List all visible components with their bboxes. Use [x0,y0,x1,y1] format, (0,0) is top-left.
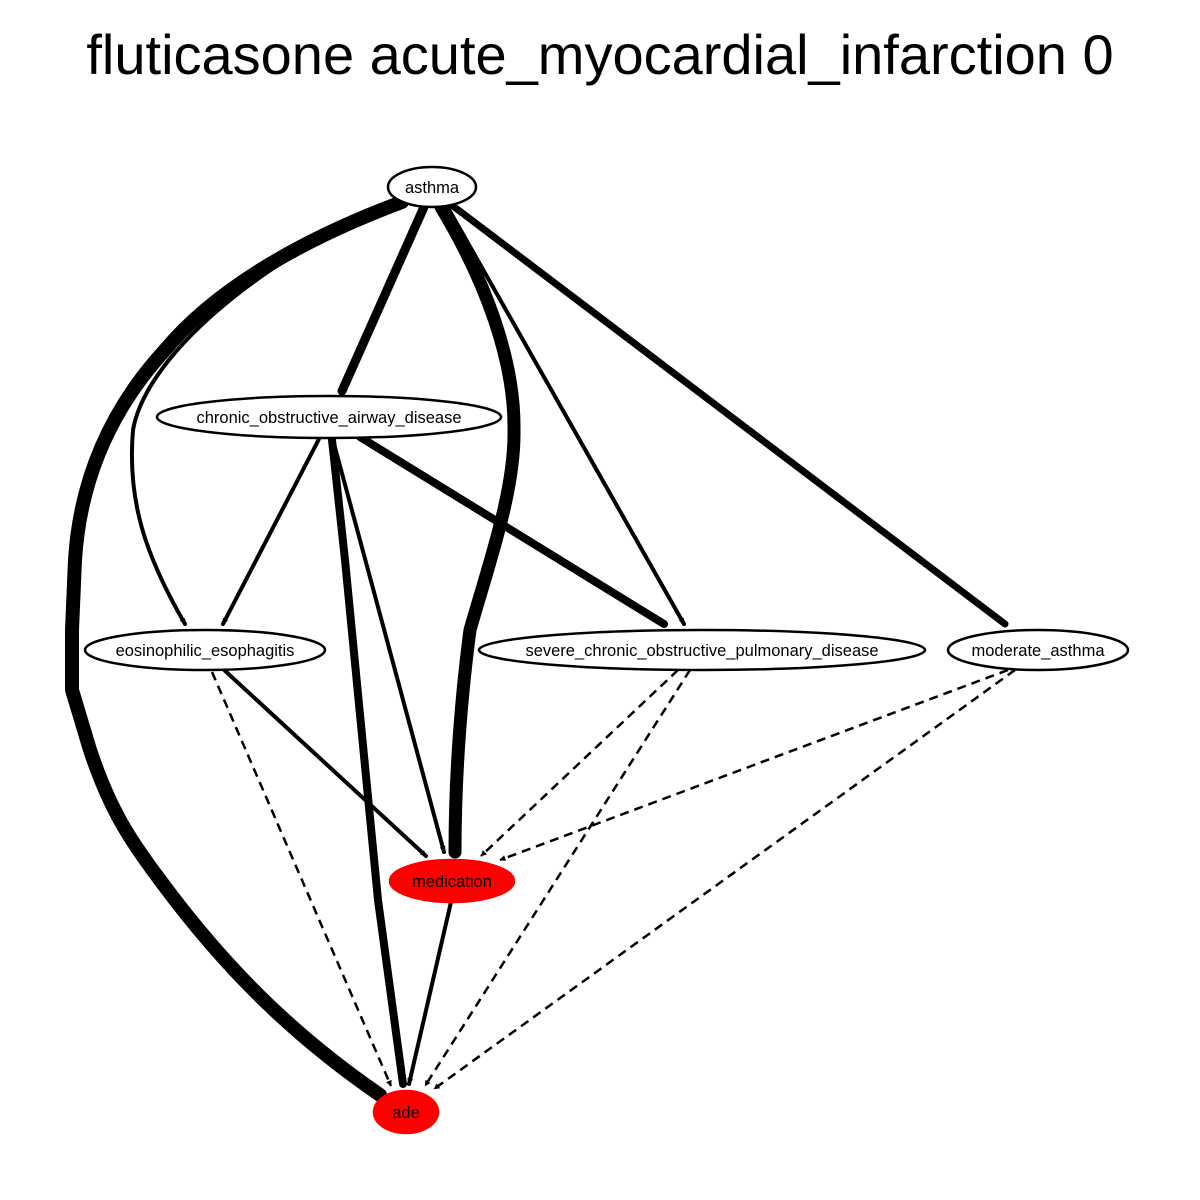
nodes-layer: asthma chronic_obstructive_airway_disease… [83,165,1130,1135]
edge-coad-to-scopd [356,433,668,628]
edges-layer [65,195,1016,1102]
edge-eos-to-ade [210,671,393,1087]
edge-eos-to-med [220,666,428,858]
edge-mod-to-med [499,668,1009,862]
node-med: medication [388,858,516,904]
node-shape-coad [155,394,503,440]
edge-asthma-to-mod [449,202,1009,628]
node-ade: ade [372,1089,440,1135]
node-coad: chronic_obstructive_airway_disease [155,394,503,440]
edge-med-to-ade [407,900,453,1086]
node-asthma: asthma [386,165,478,209]
node-shape-eos [83,628,327,672]
edge-scopd-to-ade [423,669,692,1087]
node-shape-scopd [477,628,927,672]
edge-scopd-to-med [480,669,679,857]
edge-asthma-to-ade [65,195,409,1102]
edge-asthma-to-scopd [445,204,686,626]
edge-coad-to-med [331,438,446,854]
node-shape-mod [946,628,1130,672]
edge-asthma-to-eos [129,198,400,626]
node-shape-asthma [386,165,478,209]
node-label-eos: eosinophilic_esophagitis [116,642,295,660]
node-label-ade: ade [392,1104,420,1122]
node-scopd: severe_chronic_obstructive_pulmonary_dis… [477,628,927,672]
edge-coad-to-ade [328,436,407,1088]
node-label-asthma: asthma [405,179,460,197]
edge-mod-to-ade [433,668,1016,1091]
node-shape-med [388,858,516,904]
node-mod: moderate_asthma [946,628,1130,672]
node-eos: eosinophilic_esophagitis [83,628,327,672]
node-label-coad: chronic_obstructive_airway_disease [196,409,461,427]
node-label-scopd: severe_chronic_obstructive_pulmonary_dis… [525,642,878,660]
node-label-med: medication [412,873,492,891]
node-shape-ade [372,1089,440,1135]
graph-title: fluticasone acute_myocardial_infarction … [86,23,1114,86]
edge-asthma-to-coad [337,202,429,396]
node-label-mod: moderate_asthma [972,642,1106,660]
edge-coad-to-eos [221,437,321,626]
